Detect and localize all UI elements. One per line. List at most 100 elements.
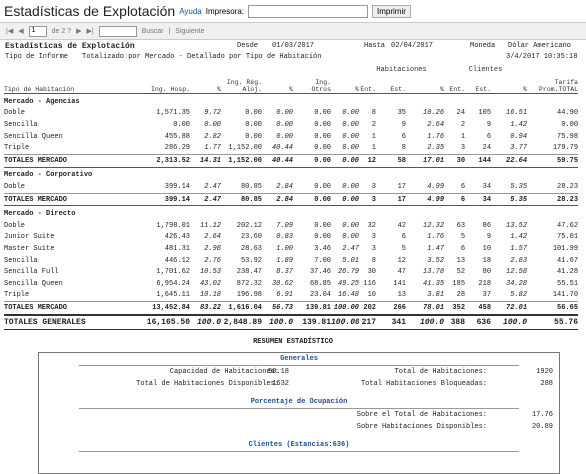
cell: 2.98 xyxy=(204,245,221,254)
cell: Sencilla Queen xyxy=(4,132,63,141)
cell: 455.88 xyxy=(164,132,190,141)
search-input[interactable] xyxy=(98,25,137,37)
group-header: Habitaciones xyxy=(376,65,427,74)
cell: Sencilla xyxy=(4,121,38,130)
cell: 0.00 xyxy=(314,233,331,242)
cell: 7.09 xyxy=(276,221,293,230)
type-label: Tipo de Informe xyxy=(5,53,69,61)
cell: 3.52 xyxy=(427,256,445,265)
printer-select[interactable] xyxy=(248,4,368,18)
type: Totalizado por Mercado - Detallado por T… xyxy=(82,53,322,61)
cell: 1.47 xyxy=(427,245,445,254)
cell: 6 xyxy=(460,183,466,192)
cell: 59.75 xyxy=(527,154,579,168)
timestamp: 3/4/2017 10:35:18 xyxy=(506,53,578,61)
cell: 352 xyxy=(444,301,466,315)
cell: 28 xyxy=(456,291,466,300)
cell: 35 xyxy=(397,109,406,118)
summary-row: Sobre Habitaciones Disponibles: 20.89 xyxy=(39,421,559,433)
cell: 30 xyxy=(367,268,376,277)
cell: 0.00 xyxy=(276,132,293,141)
cell: 141 xyxy=(393,279,406,288)
last[interactable]: ▶| xyxy=(86,28,94,35)
section-name: Mercado - Corporativo xyxy=(4,166,579,182)
cell: 16,165.50 xyxy=(144,313,190,330)
cell: 8 xyxy=(401,144,406,153)
cell: 1,616.04 xyxy=(221,301,262,315)
cell: 3.77 xyxy=(510,144,528,153)
data-row: Junior Suite 426.43 2.64 23.60 0.83 0.00 0.00 3… xyxy=(4,232,578,244)
help-link[interactable]: Ayuda xyxy=(179,6,202,16)
cell: 3.46 xyxy=(314,245,331,254)
cell: 12.32 xyxy=(423,221,445,230)
cell: 80.85 xyxy=(240,183,262,192)
cell: 2.84 xyxy=(262,192,293,206)
column-header: Ing. Rég. Aloj. xyxy=(226,79,262,94)
cell: 5.35 xyxy=(510,183,528,192)
cell: 481.31 xyxy=(164,245,190,254)
cell: Master Suite xyxy=(4,245,55,254)
page-count: de 2 ? xyxy=(51,27,72,35)
cell: 6.91 xyxy=(276,291,293,300)
cell: 10 xyxy=(482,245,492,254)
cell: Triple xyxy=(4,144,30,153)
cell: 2.83 xyxy=(510,256,528,265)
cell: 24 xyxy=(456,109,466,118)
cell: 0.00 xyxy=(342,109,359,118)
cell: 34 xyxy=(465,192,492,206)
cell: 0.94 xyxy=(510,132,528,141)
cell: 13.52 xyxy=(506,221,528,230)
data-row: Triple 1,645.11 10.18 196.98 6.91 23.04 16.48 1… xyxy=(4,290,578,302)
cell: 2 xyxy=(460,121,466,130)
summary-text: 1920 xyxy=(536,367,553,376)
cell: 0.00 xyxy=(173,121,190,130)
data-row: Doble 1,571.35 9.72 0.00 0.00 0.00 0.00 8 35 10.2… xyxy=(4,108,578,120)
section-row: Mercado - Corporativo xyxy=(4,166,579,182)
cell: 26.79 xyxy=(337,268,359,277)
cell: 8 xyxy=(371,109,376,118)
data-row: Sencilla 0.00 0.00 0.00 0.00 0.00 0.00 2 9 2.64 2 9… xyxy=(4,119,578,131)
toolbar: |◀ ◀ 1 de 2 ? ▶ ▶| Buscar | Siguiente xyxy=(0,23,586,40)
cell: 185 xyxy=(452,279,466,288)
page-input[interactable]: 1 xyxy=(28,25,47,37)
cell: 3 xyxy=(371,245,376,254)
report: Estadísticas de Explotación Desde 01/03/… xyxy=(0,40,586,474)
summary-text: Total Habitaciones Bloqueadas: xyxy=(360,379,487,388)
cell: 217 xyxy=(359,313,376,330)
next-page[interactable]: ▶ xyxy=(76,28,82,35)
cell: 1.76 xyxy=(427,233,445,242)
column-header: % xyxy=(355,86,359,94)
column-header: Ing. Hosp. xyxy=(150,86,190,94)
cell: 1,701.62 xyxy=(156,268,190,277)
search[interactable]: Buscar xyxy=(141,27,164,35)
cell: 1,152.00 xyxy=(228,144,262,153)
cell: 5.01 xyxy=(342,256,359,265)
column-header: Ing. Otros xyxy=(311,79,331,94)
data-row: Sencilla Full 1,701.62 10.53 238.47 8.37 37.4… xyxy=(4,266,578,278)
cell: 8.37 xyxy=(276,268,293,277)
cell: 42 xyxy=(397,221,406,230)
data-row: Master Suite 481.31 2.98 28.63 1.00 3.46 2.47 3… xyxy=(4,243,578,255)
cell: 0.00 xyxy=(331,192,359,206)
title-bar: Estadísticas de Explotación Ayuda Impres… xyxy=(0,0,586,23)
prev[interactable]: ◀ xyxy=(18,28,24,35)
cell: 17 xyxy=(397,183,406,192)
currency-label: Moneda xyxy=(470,42,496,50)
summary-text: 288 xyxy=(540,379,553,388)
search-next[interactable]: Siguiente xyxy=(175,27,205,35)
data-row: Doble 1,798.01 11.12 202.12 7.09 0.00 0.00 32 42… xyxy=(4,220,578,232)
cell: 83.22 xyxy=(190,301,221,315)
cell: 286.29 xyxy=(164,144,190,153)
summary-text: 1632 xyxy=(272,379,289,388)
first[interactable]: |◀ xyxy=(6,28,14,35)
column-header: Tipo de Habitación xyxy=(4,86,75,94)
cell: 41.28 xyxy=(557,268,579,277)
cell: 0.00 xyxy=(342,132,359,141)
from: 01/03/2017 xyxy=(272,42,315,50)
print-button[interactable]: Imprimir xyxy=(372,4,411,18)
section-title: Porcentaje de Ocupación xyxy=(79,396,519,409)
report-header: Estadísticas de Explotación Desde 01/03/… xyxy=(0,40,586,51)
cell: 100.0 xyxy=(406,313,445,330)
cell: 202 xyxy=(359,301,376,315)
cell: Triple xyxy=(4,291,30,300)
